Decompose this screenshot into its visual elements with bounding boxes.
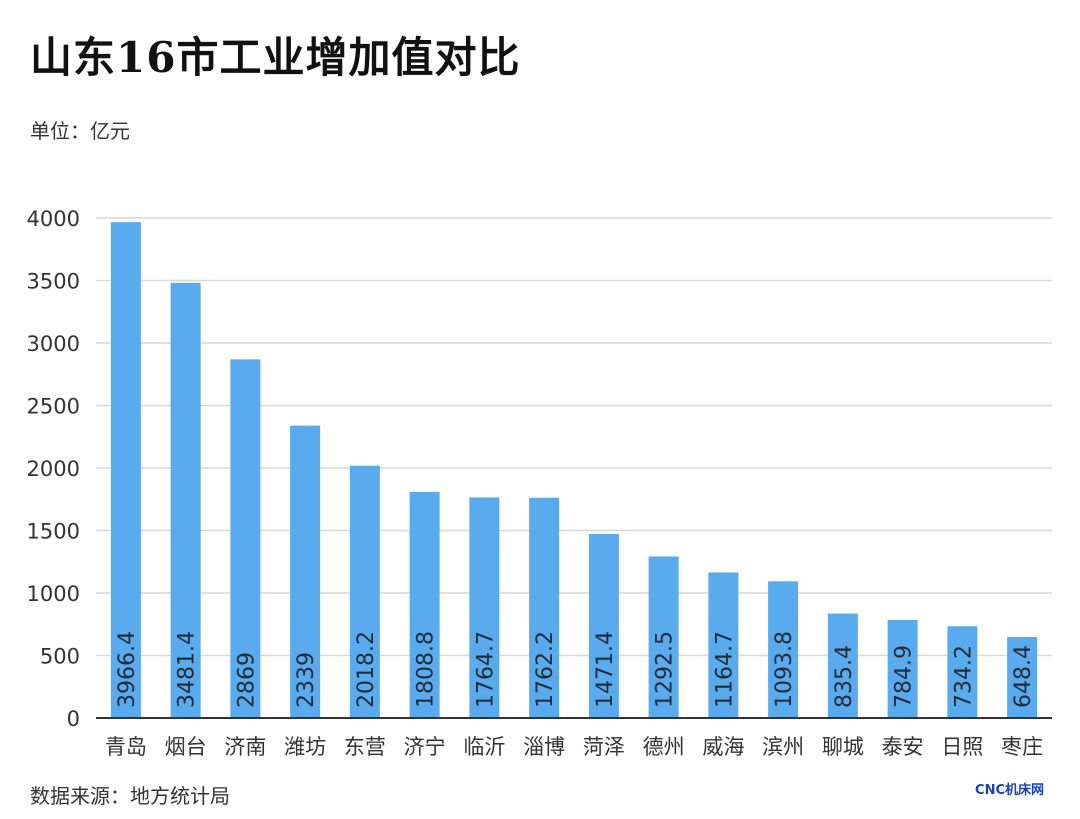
y-tick-label: 0 xyxy=(67,707,80,731)
value-label: 2018.2 xyxy=(354,631,379,708)
chart-title: 山东16市工业增加值对比 xyxy=(30,33,521,82)
bar xyxy=(768,581,799,718)
bar xyxy=(349,465,380,718)
x-category-label: 威海 xyxy=(702,735,744,759)
x-category-label: 菏泽 xyxy=(583,735,625,759)
bar xyxy=(290,425,321,718)
value-label: 648.4 xyxy=(1011,645,1036,708)
x-category-label: 济南 xyxy=(224,735,266,759)
value-labels: 3966.4 3481.4 2869 2339 2018.2 1808.8 1764.7 17… xyxy=(115,631,1036,708)
bar xyxy=(648,556,679,718)
value-label: 1164.7 xyxy=(712,631,737,708)
value-label: 734.2 xyxy=(951,645,976,708)
value-label: 1292.5 xyxy=(653,631,678,708)
value-label: 3966.4 xyxy=(115,631,140,708)
bar xyxy=(1007,636,1038,718)
bar xyxy=(230,359,261,718)
value-label: 1762.2 xyxy=(533,631,558,708)
data-source: 数据来源：地方统计局 xyxy=(30,784,230,808)
x-category-label: 临沂 xyxy=(463,735,505,759)
y-tick-label: 4000 xyxy=(27,207,80,231)
x-category-label: 青岛 xyxy=(105,735,147,759)
y-tick-label: 3500 xyxy=(27,270,80,294)
bar xyxy=(170,282,201,718)
bar xyxy=(588,534,619,718)
bar xyxy=(469,497,500,718)
y-axis-ticks: 0 500 1000 1500 2000 2500 3000 3500 4000 xyxy=(27,207,80,731)
value-label: 1808.8 xyxy=(414,631,439,708)
bars xyxy=(110,222,1038,718)
value-label: 835.4 xyxy=(832,645,857,708)
x-category-label: 潍坊 xyxy=(284,735,326,759)
x-category-label: 烟台 xyxy=(165,735,207,759)
bar xyxy=(947,626,978,718)
y-tick-label: 1000 xyxy=(27,582,80,606)
value-label: 1764.7 xyxy=(473,631,498,708)
x-category-label: 济宁 xyxy=(404,735,446,759)
x-category-label: 淄博 xyxy=(523,735,565,759)
bar xyxy=(887,619,918,718)
y-tick-label: 2000 xyxy=(27,457,80,481)
bar xyxy=(529,497,560,718)
bar xyxy=(110,222,141,718)
unit-label: 单位：亿元 xyxy=(30,119,130,143)
x-category-label: 泰安 xyxy=(882,735,924,759)
value-label: 2339 xyxy=(294,652,319,708)
brand-mark: CNC机床网 xyxy=(975,783,1044,798)
value-label: 1471.4 xyxy=(593,631,618,708)
value-label: 2869 xyxy=(234,652,259,708)
bar xyxy=(827,613,858,718)
x-category-label: 德州 xyxy=(643,735,685,759)
bar xyxy=(409,491,440,718)
y-tick-label: 1500 xyxy=(27,520,80,544)
x-category-label: 滨州 xyxy=(762,735,804,759)
y-tick-label: 500 xyxy=(40,645,80,669)
y-tick-label: 2500 xyxy=(27,395,80,419)
value-label: 784.9 xyxy=(892,645,917,708)
y-tick-label: 3000 xyxy=(27,332,80,356)
x-axis-categories: 青岛 烟台 济南 潍坊 东营 济宁 临沂 淄博 菏泽 德州 威海 滨州 聊城 泰安 日照 枣庄 xyxy=(105,735,1043,759)
value-label: 3481.4 xyxy=(175,631,200,708)
value-label: 1093.8 xyxy=(772,631,797,708)
x-category-label: 日照 xyxy=(941,735,983,759)
x-category-label: 东营 xyxy=(344,735,386,759)
bar xyxy=(708,572,739,718)
x-category-label: 聊城 xyxy=(822,735,864,759)
x-category-label: 枣庄 xyxy=(1001,735,1043,759)
